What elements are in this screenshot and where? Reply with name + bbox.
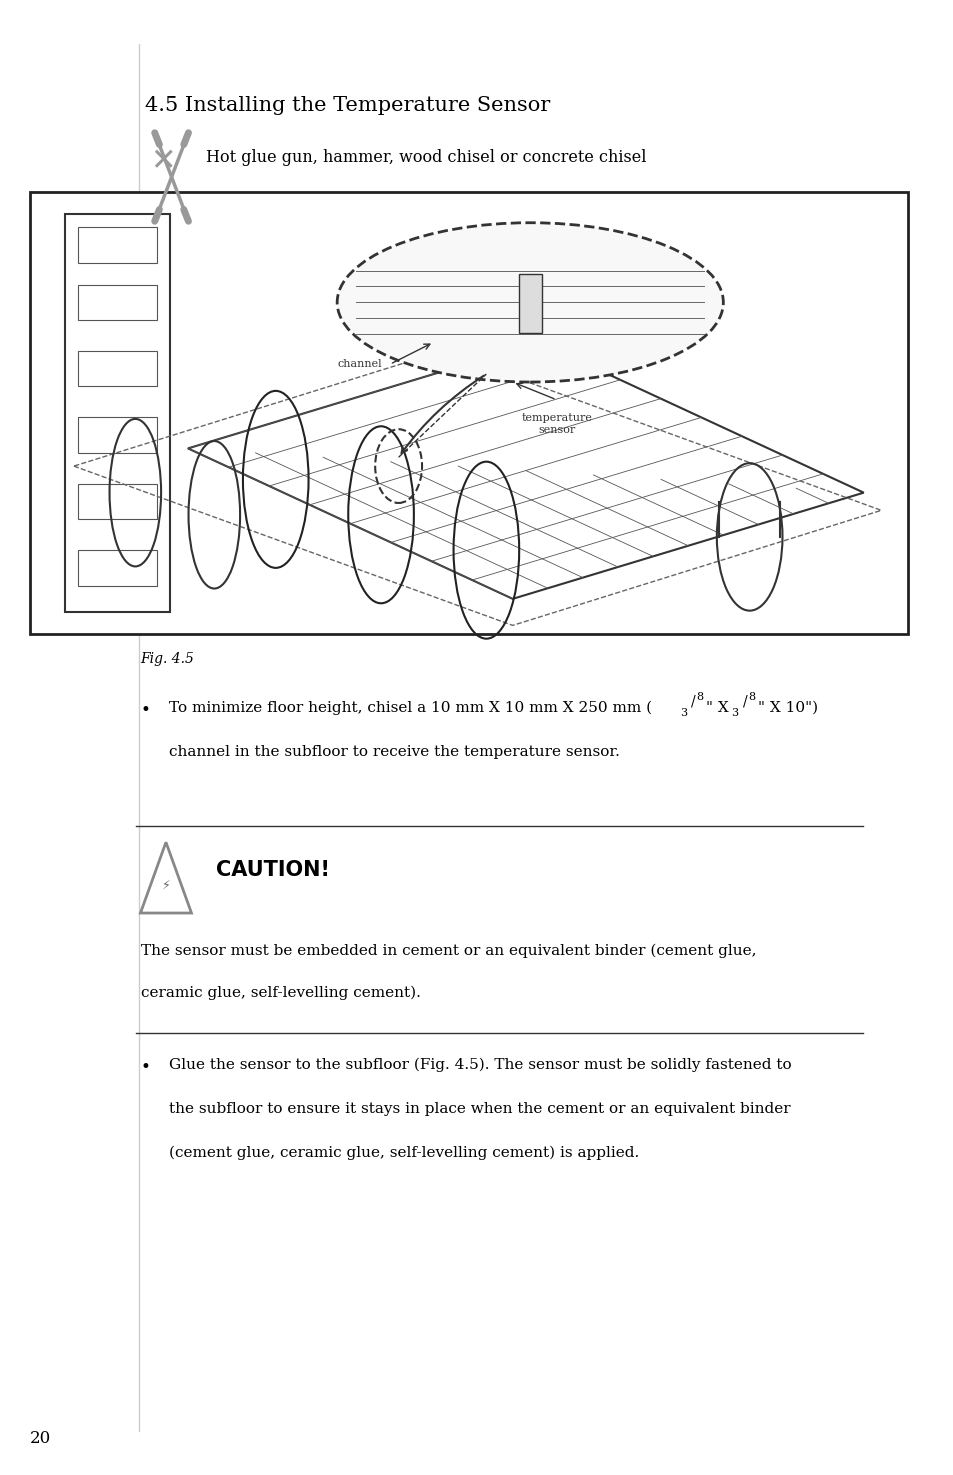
- Bar: [78, 484, 157, 519]
- Bar: [78, 550, 157, 586]
- Text: ⚡: ⚡: [161, 878, 171, 891]
- Bar: [78, 417, 157, 453]
- Text: 20: 20: [30, 1429, 51, 1447]
- Text: ✕: ✕: [150, 148, 175, 177]
- Text: •: •: [140, 1058, 151, 1075]
- Text: 3: 3: [679, 708, 686, 718]
- Bar: [518, 274, 542, 333]
- Bar: [78, 351, 157, 386]
- Polygon shape: [140, 842, 192, 913]
- Text: The sensor must be embedded in cement or an equivalent binder (cement glue,: The sensor must be embedded in cement or…: [140, 944, 756, 959]
- Text: " X 10"): " X 10"): [757, 701, 817, 714]
- Text: /: /: [690, 695, 695, 708]
- Text: the subfloor to ensure it stays in place when the cement or an equivalent binder: the subfloor to ensure it stays in place…: [169, 1102, 790, 1115]
- Text: 8: 8: [696, 692, 703, 702]
- Text: Glue the sensor to the subfloor (Fig. 4.5). The sensor must be solidly fastened : Glue the sensor to the subfloor (Fig. 4.…: [169, 1058, 791, 1072]
- Text: (cement glue, ceramic glue, self-levelling cement) is applied.: (cement glue, ceramic glue, self-levelli…: [169, 1146, 639, 1161]
- Bar: [78, 285, 157, 320]
- Text: channel: channel: [336, 360, 381, 369]
- Text: " X: " X: [705, 701, 733, 714]
- Text: ceramic glue, self-levelling cement).: ceramic glue, self-levelling cement).: [140, 985, 420, 1000]
- Text: 3: 3: [731, 708, 738, 718]
- Text: channel in the subfloor to receive the temperature sensor.: channel in the subfloor to receive the t…: [169, 745, 619, 758]
- Text: /: /: [741, 695, 746, 708]
- Text: Hot glue gun, hammer, wood chisel or concrete chisel: Hot glue gun, hammer, wood chisel or con…: [206, 149, 646, 167]
- Text: 4.5 Installing the Temperature Sensor: 4.5 Installing the Temperature Sensor: [145, 96, 550, 115]
- Bar: [78, 227, 157, 263]
- Text: 8: 8: [747, 692, 755, 702]
- Ellipse shape: [336, 223, 722, 382]
- Text: CAUTION!: CAUTION!: [215, 860, 329, 881]
- FancyBboxPatch shape: [30, 192, 906, 634]
- Text: Fig. 4.5: Fig. 4.5: [140, 652, 194, 665]
- Text: temperature
sensor: temperature sensor: [520, 413, 592, 435]
- Text: •: •: [140, 701, 151, 718]
- Text: To minimize floor height, chisel a 10 mm X 10 mm X 250 mm (: To minimize floor height, chisel a 10 mm…: [169, 701, 651, 715]
